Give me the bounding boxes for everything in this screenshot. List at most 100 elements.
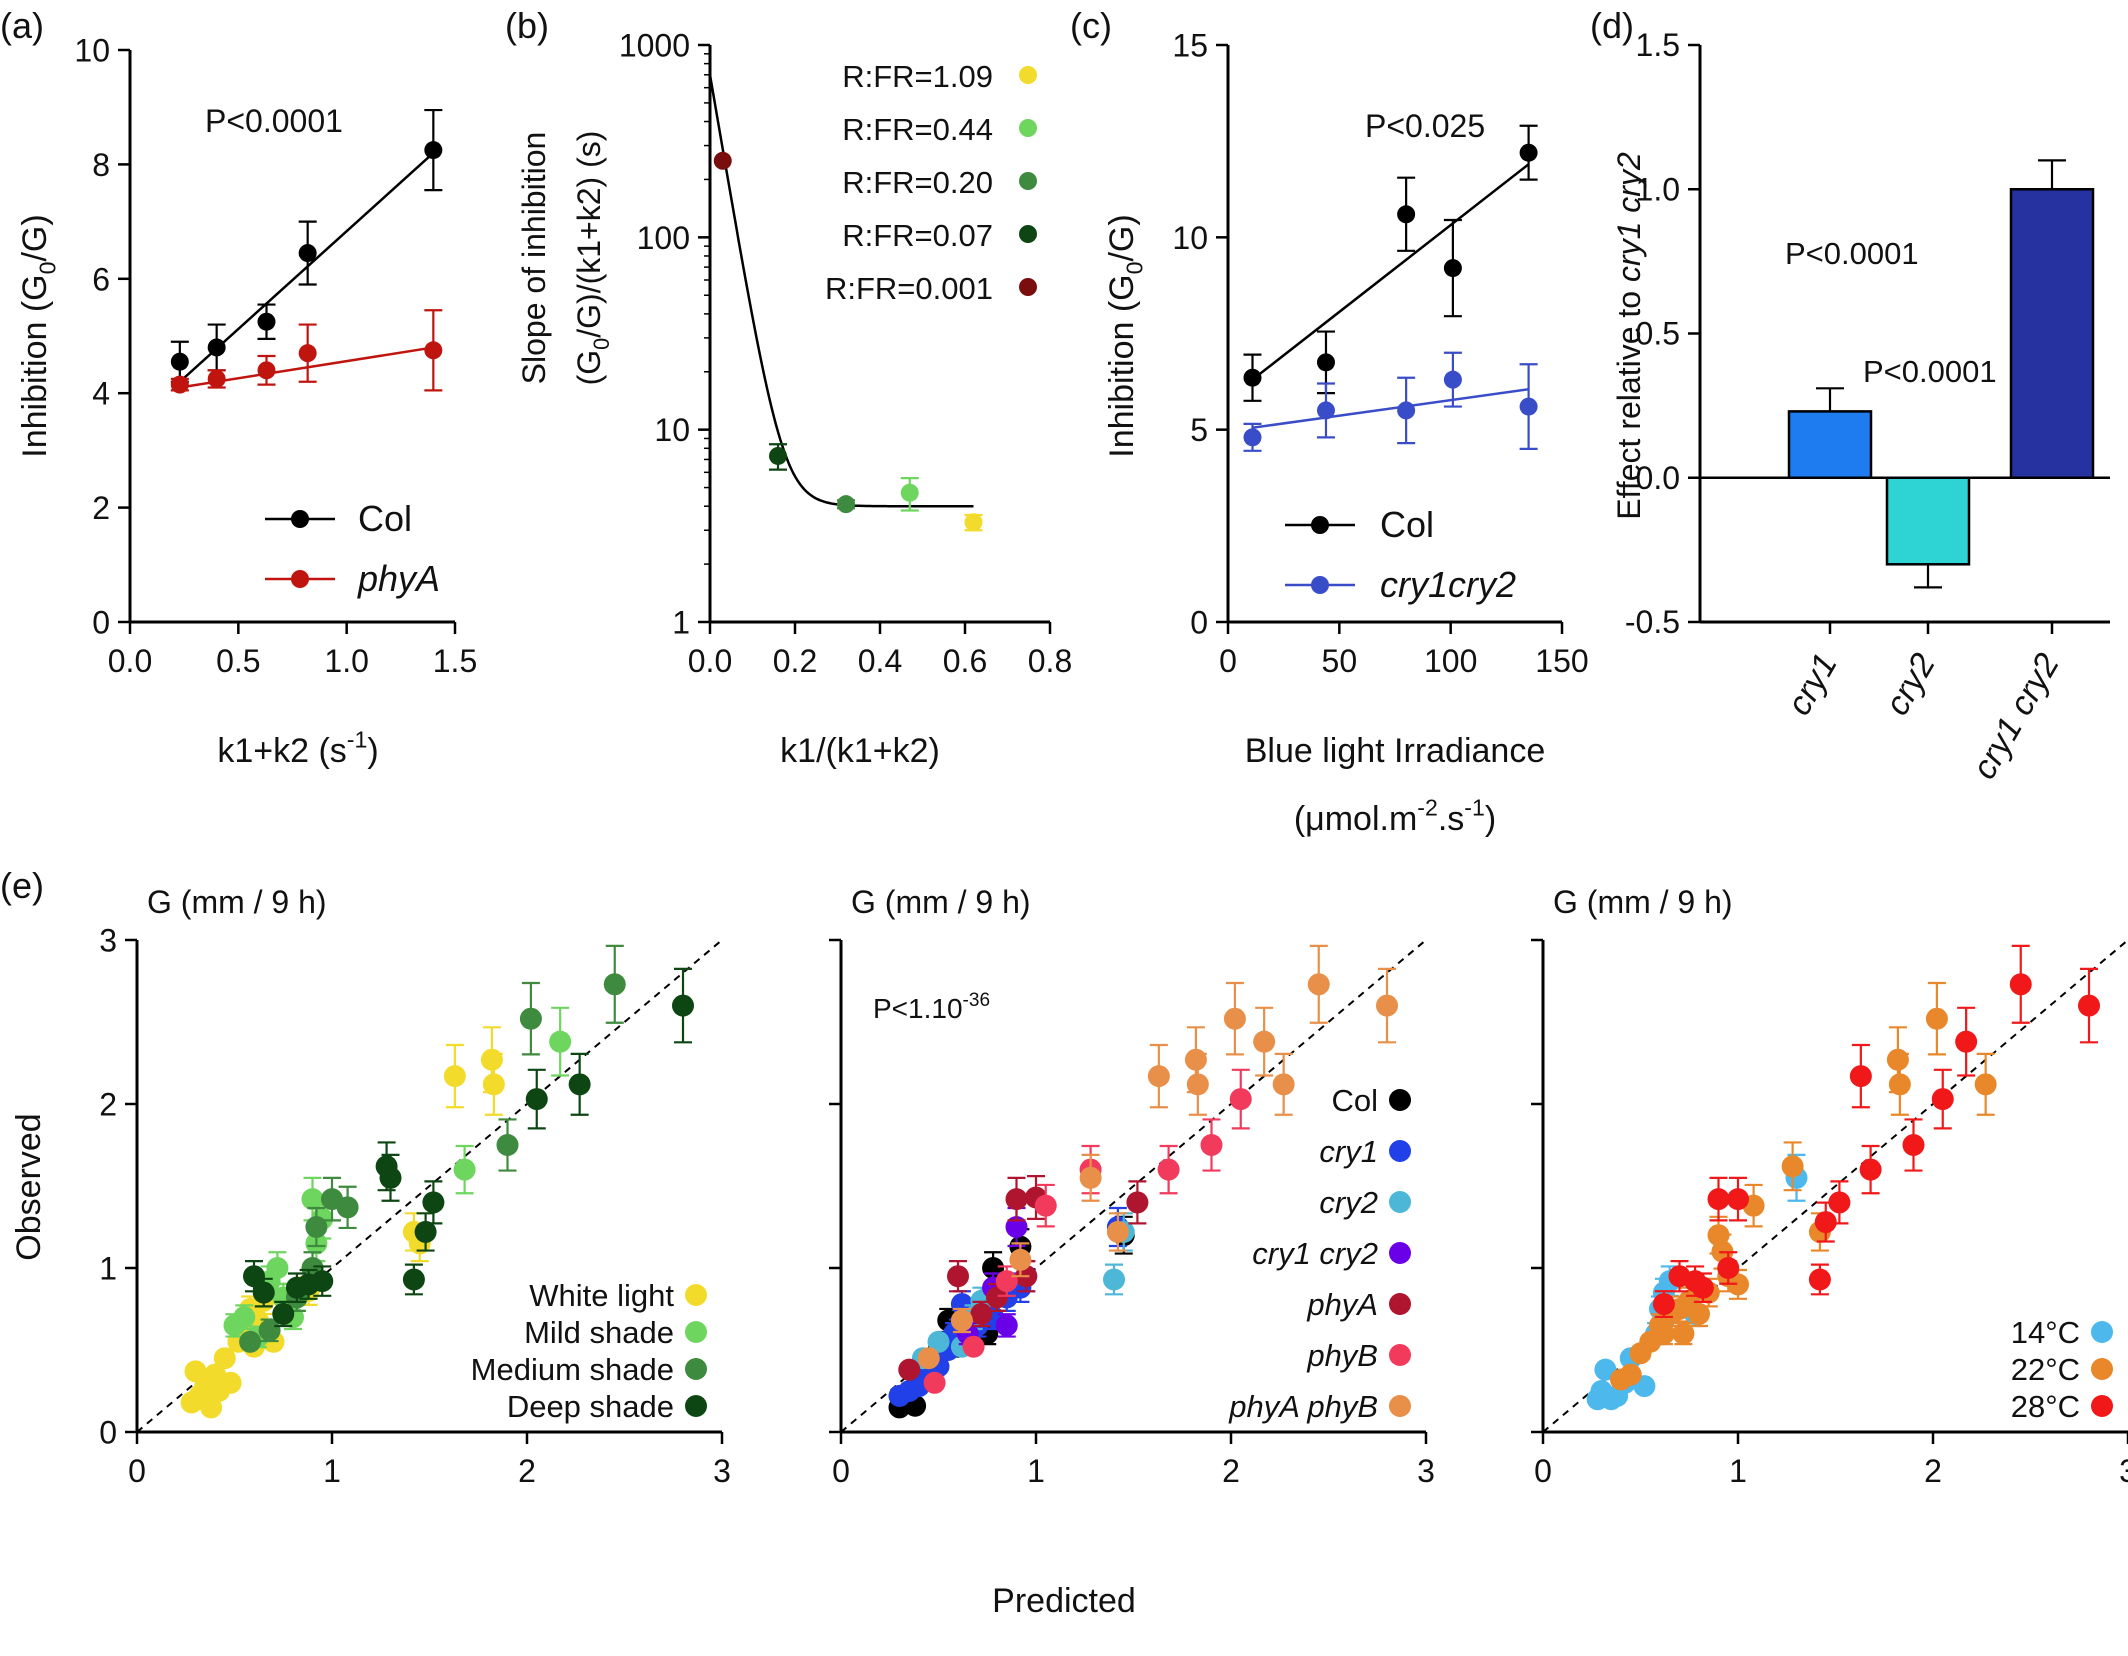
data-point bbox=[1126, 1191, 1149, 1214]
data-point bbox=[1849, 1065, 1872, 1088]
y-tick-label: 0 bbox=[99, 1415, 117, 1451]
data-point bbox=[1974, 1073, 1997, 1096]
legend-marker bbox=[1389, 1089, 1411, 1111]
data-point bbox=[443, 1065, 466, 1088]
data-point bbox=[480, 1048, 503, 1071]
x-tick-label: 2 bbox=[1222, 1453, 1240, 1489]
legend-label: phyA bbox=[357, 558, 440, 599]
data-point bbox=[1009, 1248, 1032, 1271]
x-tick-label: 0 bbox=[128, 1453, 146, 1489]
y-tick-label: 0 bbox=[92, 605, 110, 641]
data-point bbox=[1272, 1073, 1295, 1096]
data-point bbox=[424, 341, 443, 360]
data-point bbox=[1859, 1158, 1882, 1181]
legend-label: Col bbox=[1380, 504, 1434, 545]
x-tick-label: 0.6 bbox=[943, 643, 987, 679]
x-tick-label: 100 bbox=[1424, 643, 1477, 679]
y-tick-label: 8 bbox=[92, 147, 110, 183]
x-tick-label: 0.8 bbox=[1028, 643, 1072, 679]
y-tick-label: 10 bbox=[74, 33, 110, 69]
legend-marker bbox=[2091, 1395, 2113, 1417]
y-tick-label: 5 bbox=[1190, 412, 1208, 448]
x-tick-label: cry1 bbox=[1780, 647, 1845, 722]
data-point bbox=[1727, 1188, 1749, 1211]
data-point bbox=[995, 1270, 1018, 1293]
y-axis-label: Observed bbox=[10, 1113, 48, 1260]
legend-marker bbox=[291, 510, 309, 528]
data-point bbox=[1925, 1007, 1948, 1030]
data-point bbox=[1316, 353, 1335, 372]
data-point bbox=[603, 973, 626, 996]
panel-label: (e) bbox=[0, 865, 44, 906]
x-tick-label: 1 bbox=[1729, 1453, 1747, 1489]
subplot-title: G (mm / 9 h) bbox=[851, 884, 1031, 920]
subplot-title: G (mm / 9 h) bbox=[1553, 884, 1733, 920]
data-point bbox=[1717, 1257, 1740, 1279]
legend-marker bbox=[2091, 1321, 2113, 1343]
y-axis-label: Inhibition (G0/G) bbox=[16, 214, 61, 457]
y-tick-label: 0.0 bbox=[1636, 460, 1680, 496]
legend-label: Col bbox=[358, 498, 412, 539]
data-point bbox=[1691, 1276, 1714, 1299]
data-point bbox=[1688, 1302, 1710, 1325]
y-tick-label: 0.5 bbox=[1636, 316, 1680, 352]
data-point bbox=[1443, 259, 1462, 278]
legend-label: cry2 bbox=[1319, 1185, 1378, 1220]
data-point bbox=[1147, 1065, 1170, 1088]
data-point bbox=[414, 1220, 437, 1243]
data-point bbox=[1519, 397, 1538, 416]
data-point bbox=[266, 1257, 289, 1279]
data-point bbox=[1243, 368, 1262, 387]
data-point bbox=[2009, 973, 2032, 996]
data-point bbox=[243, 1265, 265, 1288]
x-tick-label: 0 bbox=[1534, 1453, 1552, 1489]
data-point bbox=[311, 1270, 334, 1293]
data-point bbox=[453, 1158, 476, 1181]
x-tick-label: 0 bbox=[832, 1453, 850, 1489]
legend-marker bbox=[1389, 1395, 1411, 1417]
legend-label: R:FR=0.44 bbox=[842, 112, 993, 147]
bar bbox=[1885, 476, 1971, 566]
identity-line bbox=[136, 939, 723, 1433]
data-point bbox=[672, 994, 694, 1017]
y-tick-label: 0 bbox=[1190, 605, 1208, 641]
data-point bbox=[1814, 1211, 1837, 1234]
legend-label: R:FR=0.07 bbox=[842, 218, 993, 253]
data-point bbox=[900, 483, 919, 502]
data-point bbox=[258, 1319, 281, 1342]
data-point bbox=[1253, 1030, 1276, 1053]
x-tick-label: 50 bbox=[1322, 643, 1358, 679]
legend-marker bbox=[1389, 1293, 1411, 1315]
legend-marker bbox=[1019, 66, 1037, 84]
legend-label: White light bbox=[529, 1278, 674, 1313]
x-tick-label: cry2 bbox=[1878, 647, 1943, 722]
legend-label: cry1 bbox=[1319, 1134, 1378, 1169]
fit-line bbox=[1251, 163, 1530, 381]
x-tick-label: 0.0 bbox=[108, 643, 152, 679]
x-tick-label: 3 bbox=[713, 1453, 731, 1489]
x-tick-label: 1.0 bbox=[324, 643, 368, 679]
x-axis-label: k1/(k1+k2) bbox=[780, 732, 940, 770]
x-tick-label: 2 bbox=[518, 1453, 536, 1489]
data-point bbox=[1619, 1363, 1642, 1386]
y-tick-label: 1 bbox=[672, 605, 690, 641]
data-point bbox=[1828, 1191, 1851, 1214]
data-point bbox=[568, 1073, 591, 1096]
data-point bbox=[1106, 1220, 1129, 1243]
legend-label: phyA bbox=[1306, 1287, 1378, 1322]
panel-b: (b) 1 10 100 1000 0.0 0.2 0.4 0.6 0.8 R:FR=1.09 R:F… bbox=[505, 5, 1072, 770]
legend-label: phyB bbox=[1306, 1338, 1378, 1373]
panel-label: (c) bbox=[1070, 5, 1112, 46]
data-point bbox=[184, 1360, 207, 1383]
annotation: P<1.10-36 bbox=[873, 990, 990, 1024]
y-axis-label: Effect relative to cry1 cry2 bbox=[1611, 152, 1647, 520]
data-point bbox=[917, 1347, 940, 1370]
data-point bbox=[1307, 973, 1330, 996]
legend-label: R:FR=0.20 bbox=[842, 165, 993, 200]
data-point bbox=[1223, 1007, 1246, 1030]
y-tick-label: 10 bbox=[654, 412, 690, 448]
data-point bbox=[213, 1347, 236, 1370]
x-tick-label: 2 bbox=[1924, 1453, 1942, 1489]
data-point bbox=[298, 244, 317, 263]
